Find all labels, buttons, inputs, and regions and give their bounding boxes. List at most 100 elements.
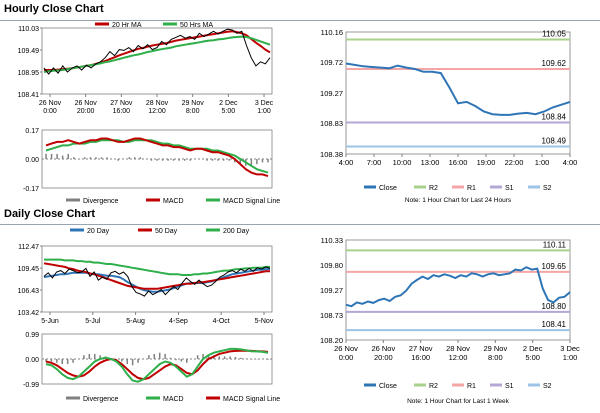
x-tick-label: 5:00: [525, 353, 540, 362]
series-signal: [45, 139, 269, 174]
legend-item-label: MACD: [163, 396, 184, 403]
level-label-r2: 110.05: [542, 30, 566, 39]
x-tick-label: 28 Nov: [446, 344, 470, 353]
x-tick-label: 29 Nov: [182, 100, 205, 107]
series-ma50: [43, 35, 271, 73]
x-tick-label: 8:00: [488, 353, 503, 362]
legend-item-label: S1: [505, 383, 514, 390]
y-tick-label: 109.80: [320, 261, 343, 270]
hourly-macd-chart: 0.17 0.00 -0.17 Divergence MACD MACD Signal L…: [23, 128, 280, 205]
x-tick-label: 12:00: [148, 108, 166, 115]
legend-item-label: MACD: [163, 198, 184, 205]
x-tick-label: 20:00: [374, 353, 393, 362]
series-close: [345, 62, 571, 116]
legend-item-label: MACD Signal Line: [223, 198, 280, 205]
y-tick-label: 108.38: [320, 150, 343, 159]
x-tick-label: 2 Dec: [523, 344, 543, 353]
x-tick-label: 3 Dec: [255, 100, 274, 107]
legend-item-label: R2: [429, 383, 438, 390]
x-tick-label: 16:00: [411, 353, 430, 362]
y-tick-label: 110.03: [18, 26, 39, 33]
x-tick-label: 3 Dec: [560, 344, 580, 353]
y-tick-label: 109.27: [320, 89, 343, 98]
y-tick-label: 108.20: [320, 336, 343, 345]
x-tick-label: 29 Nov: [483, 344, 507, 353]
hourly-pivot-chart: 110.16 109.72 109.27 108.83 108.38 110.05 109.…: [320, 28, 578, 204]
series-price: [43, 266, 271, 297]
x-tick-label: 26 Nov: [334, 344, 358, 353]
plot-frame: [41, 245, 273, 313]
y-tick-label: 103.42: [18, 310, 40, 317]
plot-frame: [345, 239, 571, 341]
legend-item-label: R2: [429, 185, 438, 192]
y-tick-label: -0.99: [23, 382, 39, 389]
legend-item-label: 20 Day: [87, 228, 110, 235]
x-tick-label: 20:00: [77, 108, 95, 115]
level-label-s2: 108.49: [542, 136, 567, 145]
legend-item-label: Close: [379, 383, 397, 390]
y-tick-label: 0.99: [25, 332, 39, 339]
x-tick-label: 0:00: [339, 353, 354, 362]
daily-pivot-chart: 110.33 109.80 109.27 108.73 108.20 110.11 109.…: [320, 236, 580, 405]
x-tick-label: 4:00: [563, 158, 578, 167]
daily-macd-chart: 0.99 0.00 -0.99 Divergence MACD MACD Signal L…: [23, 332, 280, 403]
x-tick-label: 27 Nov: [409, 344, 433, 353]
x-tick-label: 13:00: [421, 158, 440, 167]
x-tick-label: 27 Nov: [110, 100, 133, 107]
x-tick-label: 16:00: [449, 158, 468, 167]
y-tick-label: 112.47: [18, 244, 39, 251]
series-ma20: [43, 268, 270, 293]
section-divider: [0, 224, 600, 225]
level-label-r1: 109.62: [542, 59, 567, 68]
legend-item-label: 20 Hr MA: [112, 22, 142, 29]
legend-item-label: S2: [543, 185, 552, 192]
x-tick-label: 5:00: [222, 108, 236, 115]
x-tick-label: 5-Jul: [85, 318, 101, 325]
x-tick-label: 4-Oct: [213, 318, 230, 325]
x-tick-label: 19:00: [477, 158, 496, 167]
series-ma200: [44, 258, 270, 276]
y-tick-label: 109.49: [18, 48, 40, 55]
x-tick-label: 12:00: [449, 353, 468, 362]
x-tick-label: 4:00: [339, 158, 354, 167]
series-price: [43, 28, 271, 75]
y-tick-label: 0.17: [25, 128, 39, 135]
daily-title: Daily Close Chart: [4, 208, 96, 220]
x-tick-label: 8:00: [186, 108, 200, 115]
x-tick-label: 26 Nov: [75, 100, 98, 107]
y-tick-label: 106.43: [18, 288, 40, 295]
legend-item-label: R1: [467, 185, 476, 192]
legend-item-label: 50 Hrs MA: [180, 22, 213, 29]
series-signal: [45, 349, 269, 381]
series-close: [345, 266, 571, 308]
x-tick-label: 26 Nov: [39, 100, 62, 107]
y-tick-label: 0.00: [25, 157, 39, 164]
legend-item-label: R1: [467, 383, 476, 390]
x-tick-label: 1:00: [563, 353, 578, 362]
x-tick-label: 7:00: [367, 158, 382, 167]
x-tick-label: 5-Jun: [41, 318, 59, 325]
y-tick-label: 108.73: [320, 311, 343, 320]
x-tick-label: 5-Aug: [126, 318, 145, 325]
y-tick-label: -0.17: [23, 186, 39, 193]
x-tick-label: 0:00: [43, 108, 57, 115]
level-label-s1: 108.84: [542, 112, 567, 121]
hourly-title-rule: [0, 20, 600, 21]
x-tick-label: 2 Dec: [219, 100, 238, 107]
level-label-r1: 109.65: [542, 262, 567, 271]
daily-price-chart: 112.47 109.45 106.43 103.425-Jun 5-Jul 5-Aug 4…: [18, 228, 274, 325]
x-tick-label: 10:00: [393, 158, 412, 167]
x-tick-label: 5-Nov: [255, 318, 274, 325]
x-tick-label: 28 Nov: [146, 100, 169, 107]
y-tick-label: 110.16: [321, 28, 343, 37]
y-tick-label: 0.00: [25, 357, 39, 364]
x-tick-label: 4-Sep: [169, 318, 188, 325]
y-tick-label: 110.33: [321, 236, 343, 245]
x-tick-label: 1:00: [257, 108, 271, 115]
legend-item-label: Close: [379, 185, 397, 192]
legend-item-label: S2: [543, 383, 552, 390]
level-label-s1: 108.80: [542, 302, 567, 311]
plot-frame: [345, 31, 571, 155]
y-tick-label: 108.41: [18, 92, 40, 99]
level-label-s2: 108.41: [542, 320, 567, 329]
